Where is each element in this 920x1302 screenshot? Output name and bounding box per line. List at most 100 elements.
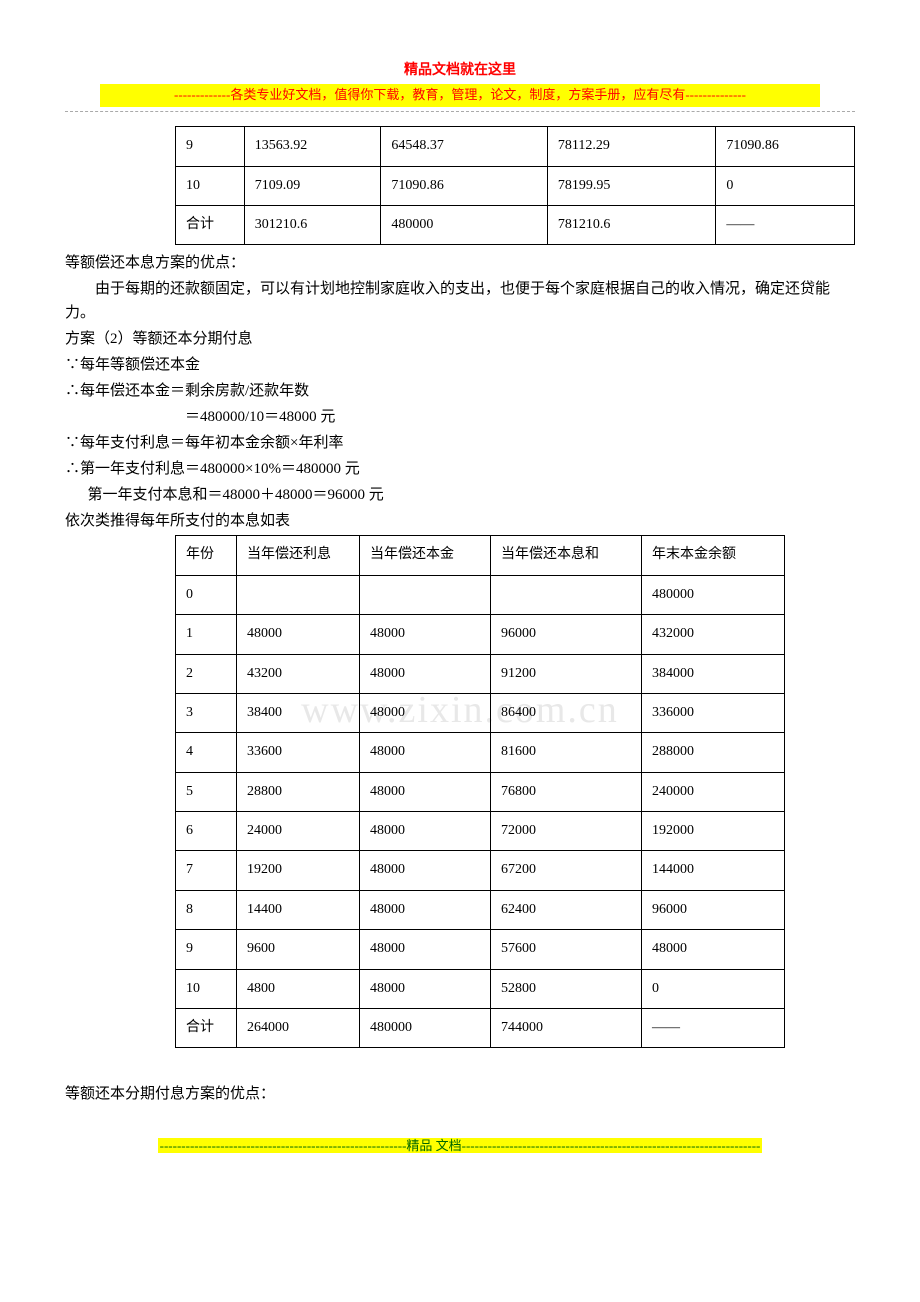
cell: 62400 — [491, 890, 642, 929]
cell: 0 — [176, 575, 237, 614]
cell: 2 — [176, 654, 237, 693]
cell: 48000 — [360, 969, 491, 1008]
paragraph: ∵每年等额偿还本金 — [65, 353, 855, 377]
cell: 48000 — [360, 693, 491, 732]
cell: 384000 — [642, 654, 785, 693]
header-cell: 年末本金余额 — [642, 536, 785, 575]
cell: 48000 — [360, 930, 491, 969]
header-title: 精品文档就在这里 — [65, 60, 855, 82]
table-row: 6240004800072000192000 — [176, 812, 785, 851]
cell: 14400 — [237, 890, 360, 929]
cell: 480000 — [642, 575, 785, 614]
table-row: 9 13563.92 64548.37 78112.29 71090.86 — [176, 127, 855, 166]
cell: 78199.95 — [547, 166, 715, 205]
table-row: 5288004800076800240000 — [176, 772, 785, 811]
cell: 28800 — [237, 772, 360, 811]
header-cell: 当年偿还利息 — [237, 536, 360, 575]
footer-text: ----------------------------------------… — [158, 1138, 763, 1153]
divider-top — [65, 111, 855, 112]
header-cell: 当年偿还本息和 — [491, 536, 642, 575]
cell: 4 — [176, 733, 237, 772]
table-row: 10 7109.09 71090.86 78199.95 0 — [176, 166, 855, 205]
table-plan2: 年份 当年偿还利息 当年偿还本金 当年偿还本息和 年末本金余额 0480000 … — [175, 535, 785, 1048]
cell: 3 — [176, 693, 237, 732]
paragraph: ＝480000/10＝48000 元 — [65, 405, 855, 429]
cell: 67200 — [491, 851, 642, 890]
paragraph: 方案（2）等额还本分期付息 — [65, 327, 855, 351]
cell: 43200 — [237, 654, 360, 693]
cell: 301210.6 — [244, 205, 381, 244]
paragraph: 第一年支付本息和＝48000＋48000＝96000 元 — [65, 483, 855, 507]
cell: 33600 — [237, 733, 360, 772]
cell: 144000 — [642, 851, 785, 890]
cell: 19200 — [237, 851, 360, 890]
cell: 96000 — [642, 890, 785, 929]
cell: 9600 — [237, 930, 360, 969]
cell: 8 — [176, 890, 237, 929]
cell: 48000 — [360, 615, 491, 654]
cell: 48000 — [360, 851, 491, 890]
cell: 57600 — [491, 930, 642, 969]
table-plan1-partial: 9 13563.92 64548.37 78112.29 71090.86 10… — [175, 126, 855, 245]
header-cell: 年份 — [176, 536, 237, 575]
cell: 7 — [176, 851, 237, 890]
cell: 48000 — [360, 654, 491, 693]
paragraph: ∴每年偿还本金＝剩余房款/还款年数 — [65, 379, 855, 403]
table-row: 3384004800086400336000 — [176, 693, 785, 732]
table-row: 99600480005760048000 — [176, 930, 785, 969]
cell: 48000 — [642, 930, 785, 969]
cell: 781210.6 — [547, 205, 715, 244]
cell: 72000 — [491, 812, 642, 851]
cell: 48000 — [360, 772, 491, 811]
cell: 7109.09 — [244, 166, 381, 205]
cell: 48000 — [360, 812, 491, 851]
cell: 71090.86 — [716, 127, 855, 166]
cell: 9 — [176, 127, 245, 166]
cell: 9 — [176, 930, 237, 969]
cell: 48000 — [237, 615, 360, 654]
cell: 192000 — [642, 812, 785, 851]
table-row: 10480048000528000 — [176, 969, 785, 1008]
cell: 64548.37 — [381, 127, 547, 166]
paragraph: ∵每年支付利息＝每年初本金余额×年利率 — [65, 431, 855, 455]
table-row: 1480004800096000432000 — [176, 615, 785, 654]
cell: 76800 — [491, 772, 642, 811]
cell: —— — [716, 205, 855, 244]
cell: 48000 — [360, 733, 491, 772]
table-header-row: 年份 当年偿还利息 当年偿还本金 当年偿还本息和 年末本金余额 — [176, 536, 785, 575]
cell: 480000 — [381, 205, 547, 244]
cell: 86400 — [491, 693, 642, 732]
cell: 336000 — [642, 693, 785, 732]
table-row: 7192004800067200144000 — [176, 851, 785, 890]
paragraph: 等额偿还本息方案的优点： — [65, 251, 855, 275]
cell: 52800 — [491, 969, 642, 1008]
cell: 10 — [176, 166, 245, 205]
cell: 48000 — [360, 890, 491, 929]
cell: 0 — [716, 166, 855, 205]
cell: 合计 — [176, 205, 245, 244]
cell: —— — [642, 1009, 785, 1048]
cell: 78112.29 — [547, 127, 715, 166]
cell: 合计 — [176, 1009, 237, 1048]
paragraph: 由于每期的还款额固定，可以有计划地控制家庭收入的支出，也便于每个家庭根据自己的收… — [65, 277, 855, 325]
cell: 96000 — [491, 615, 642, 654]
cell: 240000 — [642, 772, 785, 811]
cell: 13563.92 — [244, 127, 381, 166]
paragraph: ∴第一年支付利息＝480000×10%＝480000 元 — [65, 457, 855, 481]
cell: 24000 — [237, 812, 360, 851]
cell: 744000 — [491, 1009, 642, 1048]
header-subtitle: -------------各类专业好文档，值得你下载，教育，管理，论文，制度，方… — [100, 84, 820, 107]
cell: 264000 — [237, 1009, 360, 1048]
cell: 1 — [176, 615, 237, 654]
cell — [491, 575, 642, 614]
header-cell: 当年偿还本金 — [360, 536, 491, 575]
cell: 71090.86 — [381, 166, 547, 205]
cell: 81600 — [491, 733, 642, 772]
cell: 5 — [176, 772, 237, 811]
cell — [360, 575, 491, 614]
paragraph: 依次类推得每年所支付的本息如表 — [65, 509, 855, 533]
cell: 91200 — [491, 654, 642, 693]
table-row-total: 合计264000480000744000—— — [176, 1009, 785, 1048]
cell — [237, 575, 360, 614]
table-row: 0 480000 — [176, 575, 785, 614]
